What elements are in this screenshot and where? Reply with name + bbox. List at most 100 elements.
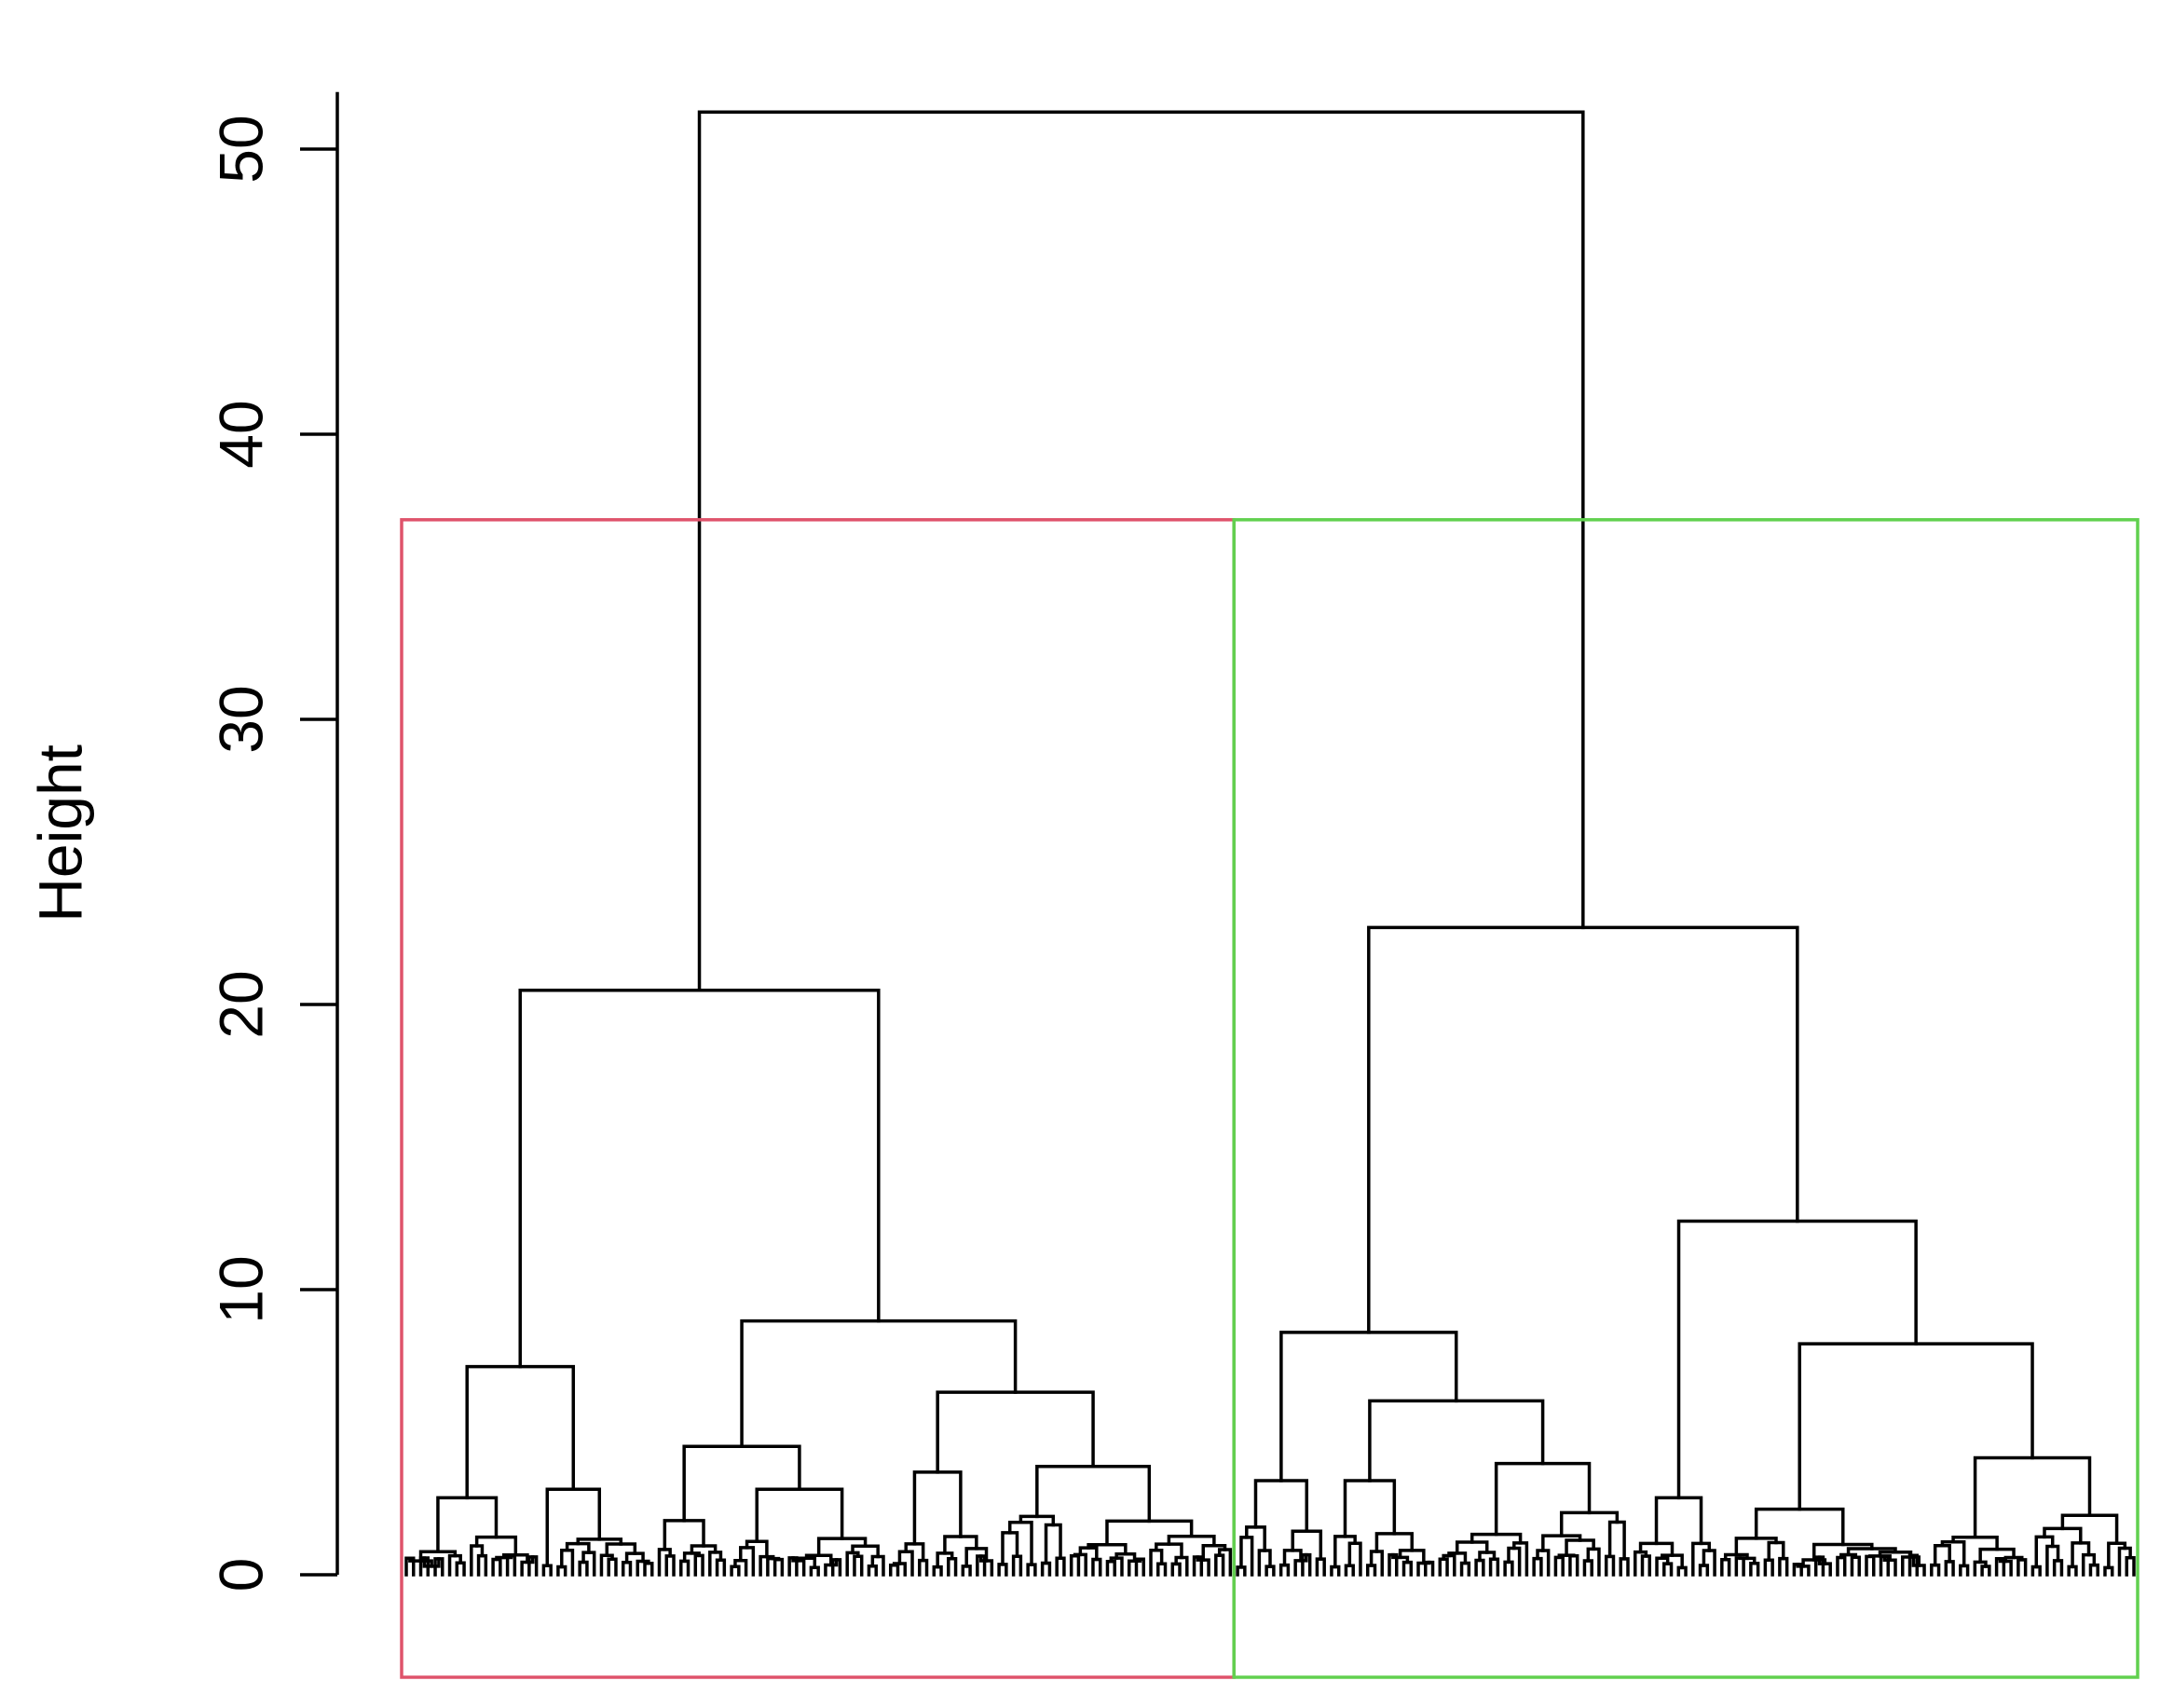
- branch-38: [663, 1519, 705, 1551]
- branch-19: [520, 1555, 535, 1577]
- branch-26: [556, 1565, 567, 1577]
- branch-174: [1640, 1554, 1652, 1577]
- branch-231: [2071, 1541, 2091, 1569]
- branch-104: [1167, 1535, 1216, 1548]
- branch-113: [1217, 1548, 1233, 1577]
- branch-115: [1367, 925, 1799, 1334]
- branch-71: [897, 1550, 914, 1577]
- branch-70: [904, 1542, 925, 1563]
- branch-110: [1201, 1544, 1227, 1562]
- branch-40: [664, 1554, 676, 1577]
- branch-222: [1998, 1556, 2013, 1577]
- branch-128: [1315, 1557, 1326, 1577]
- branch-189: [1749, 1562, 1760, 1577]
- branch-141: [1401, 1560, 1414, 1577]
- branch-79: [964, 1547, 989, 1568]
- branch-60: [809, 1565, 820, 1577]
- branch-90: [1044, 1523, 1062, 1565]
- branch-21: [545, 1487, 602, 1567]
- branch-17: [491, 1557, 502, 1577]
- branch-235: [2107, 1541, 2127, 1570]
- branch-206: [1882, 1554, 1897, 1577]
- y-tick-label-50: 50: [206, 115, 275, 183]
- branch-111: [1196, 1555, 1210, 1577]
- branch-10: [447, 1553, 462, 1577]
- branch-14: [476, 1553, 488, 1577]
- branch-190: [1767, 1540, 1785, 1562]
- branch-68: [936, 1390, 1095, 1474]
- branch-166: [1582, 1559, 1593, 1577]
- branch-217: [1959, 1564, 1970, 1577]
- branch-219: [1973, 1560, 1988, 1577]
- branch-151: [1478, 1551, 1497, 1563]
- branch-168: [1604, 1554, 1616, 1577]
- branch-197: [1817, 1555, 1832, 1577]
- branch-180: [1702, 1549, 1716, 1577]
- y-axis: 0 10 20 30 40 50: [206, 91, 339, 1592]
- branch-146: [1455, 1540, 1489, 1555]
- branch-184: [1734, 1537, 1778, 1557]
- branch-67: [867, 1564, 878, 1577]
- y-tick-label-20: 20: [206, 970, 275, 1038]
- branch-167: [1607, 1520, 1626, 1561]
- branch-4: [418, 1550, 458, 1563]
- branch-98: [1091, 1557, 1102, 1577]
- branch-127: [1301, 1552, 1312, 1577]
- branch-92: [1055, 1556, 1066, 1577]
- branch-69: [912, 1470, 963, 1546]
- branch-23: [576, 1537, 623, 1546]
- branch-202: [1850, 1555, 1861, 1577]
- branch-229: [2045, 1544, 2060, 1577]
- branch-170: [1676, 1219, 1918, 1500]
- branch-226: [2043, 1526, 2083, 1545]
- cluster-rectangles: [400, 518, 2139, 1679]
- y-axis-ticks: 0 10 20 30 40 50: [206, 115, 337, 1592]
- branch-112: [1192, 1555, 1204, 1577]
- branch-116: [1279, 1331, 1458, 1483]
- branch-105: [1155, 1542, 1183, 1560]
- branch-8: [418, 1556, 431, 1577]
- branch-114: [1214, 1553, 1225, 1577]
- branch-179: [1691, 1541, 1712, 1577]
- branch-185: [1723, 1552, 1749, 1562]
- branch-165: [1586, 1547, 1601, 1577]
- branch-77: [932, 1565, 943, 1577]
- branch-130: [1343, 1479, 1397, 1538]
- branch-37: [682, 1444, 801, 1523]
- branch-156: [1503, 1560, 1514, 1577]
- branch-24: [565, 1541, 591, 1554]
- branch-140: [1388, 1552, 1399, 1577]
- branch-186: [1720, 1557, 1731, 1577]
- branch-44: [693, 1553, 704, 1577]
- branch-99: [1114, 1552, 1137, 1563]
- branch-58: [791, 1556, 806, 1577]
- branch-131: [1333, 1535, 1357, 1569]
- branch-191: [1763, 1558, 1774, 1577]
- branch-225: [2060, 1513, 2119, 1546]
- branch-49: [739, 1546, 756, 1577]
- branch-193: [1811, 1542, 1874, 1562]
- branch-154: [1512, 1541, 1529, 1577]
- branch-238: [2125, 1556, 2136, 1577]
- branch-100: [1109, 1556, 1124, 1577]
- branch-80: [961, 1565, 972, 1577]
- branch-181: [1698, 1564, 1710, 1577]
- branch-182: [1798, 1342, 2034, 1511]
- branch-199: [1846, 1547, 1897, 1557]
- branch-65: [853, 1554, 864, 1577]
- branch-108: [1174, 1555, 1189, 1577]
- branch-86: [1001, 1531, 1019, 1566]
- branch-153: [1488, 1557, 1500, 1577]
- branch-30: [599, 1553, 614, 1577]
- branch-96: [1073, 1552, 1087, 1577]
- branch-85: [1007, 1520, 1033, 1566]
- branch-188: [1734, 1556, 1745, 1577]
- branch-95: [1078, 1546, 1099, 1562]
- branch-11: [455, 1561, 466, 1577]
- branch-214: [1933, 1544, 1951, 1567]
- branch-218: [1978, 1547, 2016, 1565]
- branch-228: [2030, 1565, 2042, 1577]
- branch-22: [541, 1564, 553, 1577]
- branch-227: [2034, 1535, 2055, 1569]
- branch-63: [851, 1544, 880, 1559]
